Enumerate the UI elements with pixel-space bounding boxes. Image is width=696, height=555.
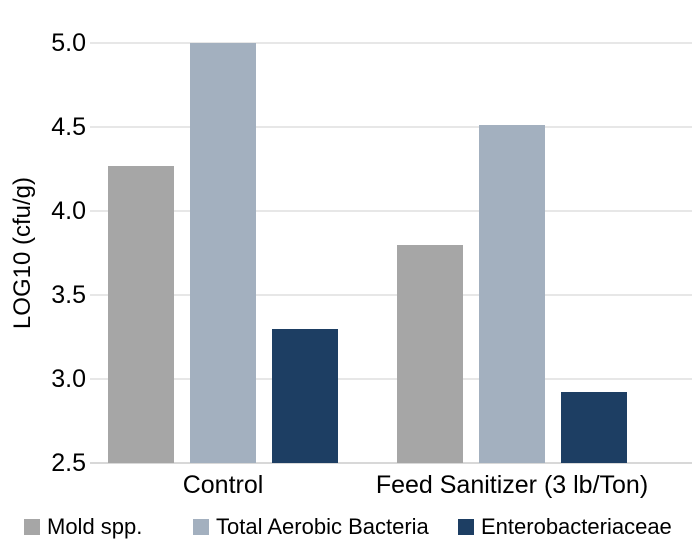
gridline-4.0 — [90, 210, 692, 212]
legend: Mold spp. Total Aerobic Bacteria Enterobac… — [0, 512, 696, 542]
legend-item-enterobacteriaceae: Enterobacteriaceae — [458, 512, 672, 542]
gridline-2.5 — [90, 462, 692, 464]
legend-label-enterobacteriaceae: Enterobacteriaceae — [481, 514, 672, 539]
bar-control-enterobacteriaceae — [272, 328, 338, 463]
y-tick-label-4.5: 4.5 — [51, 113, 86, 141]
legend-swatch-total-aerobic-bacteria — [193, 519, 209, 535]
bar-feed-sanitizer-3-lb-ton-total-aerobic-bacteria — [479, 125, 545, 463]
legend-item-total-aerobic-bacteria: Total Aerobic Bacteria — [193, 512, 429, 542]
y-tick-label-3.5: 3.5 — [51, 281, 86, 309]
legend-label-total-aerobic-bacteria: Total Aerobic Bacteria — [216, 514, 429, 539]
bar-feed-sanitizer-3-lb-ton-enterobacteriaceae — [561, 392, 627, 463]
gridline-4.5 — [90, 126, 692, 128]
x-category-label-feed-sanitizer-3-lb-ton: Feed Sanitizer (3 lb/Ton) — [375, 471, 649, 499]
y-axis-title-box: LOG10 (cfu/g) — [0, 43, 46, 463]
y-tick-label-4.0: 4.0 — [51, 197, 86, 225]
legend-swatch-mold-spp — [24, 519, 40, 535]
x-category-label-control: Control — [182, 471, 264, 499]
gridline-3.0 — [90, 378, 692, 380]
y-tick-label-5.0: 5.0 — [51, 29, 86, 57]
y-tick-label-2.5: 2.5 — [51, 449, 86, 477]
gridline-3.5 — [90, 294, 692, 296]
gridline-5.0 — [90, 42, 692, 44]
legend-swatch-enterobacteriaceae — [458, 519, 474, 535]
bar-control-mold-spp — [108, 165, 174, 463]
bar-control-total-aerobic-bacteria — [190, 43, 256, 463]
y-tick-label-3.0: 3.0 — [51, 365, 86, 393]
bar-feed-sanitizer-3-lb-ton-mold-spp — [397, 244, 463, 463]
legend-item-mold-spp: Mold spp. — [24, 512, 142, 542]
legend-label-mold-spp: Mold spp. — [47, 514, 143, 539]
